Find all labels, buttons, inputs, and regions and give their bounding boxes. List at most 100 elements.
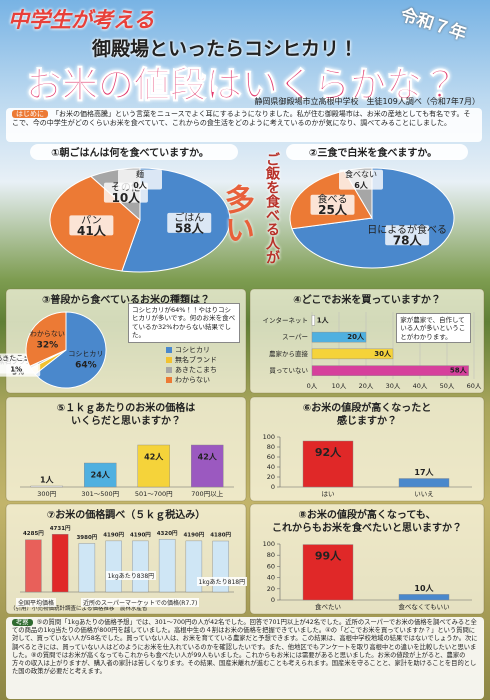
title-small: 中学生が考える xyxy=(8,8,155,32)
slice-label: ごはん xyxy=(174,211,204,224)
x-tick-label: 501～700円 xyxy=(135,490,173,498)
bar xyxy=(302,440,354,488)
y-tick-label: 20 xyxy=(267,473,275,481)
legend-swatch xyxy=(166,377,172,383)
y-tick-label: 80 xyxy=(267,551,275,559)
value-label: 4285円 xyxy=(23,530,44,537)
x-tick-label: 40人 xyxy=(413,382,428,390)
value-label: 4320円 xyxy=(157,530,178,537)
value-label: 20人 xyxy=(347,333,365,341)
slice-label: パン xyxy=(81,214,102,226)
value-label: 42人 xyxy=(198,453,218,462)
legend-swatch xyxy=(166,347,172,353)
chart-title: ④どこでお米を買っていますか？ xyxy=(293,293,441,306)
chart-title: ①朝ごはんは何を食べていますか。 xyxy=(51,146,209,159)
value-label: 1人 xyxy=(317,316,330,324)
bar xyxy=(78,543,96,593)
slice-value: 64% xyxy=(75,360,97,370)
chart-title: ⑥お米の値段が高くなったと xyxy=(303,401,431,414)
intro-text: 「お米の価格高騰」という言葉をニュースでよく耳にするようになりました。私が住む御… xyxy=(12,110,471,128)
value-label: 99人 xyxy=(315,550,342,563)
slice-label: わからない xyxy=(30,330,65,338)
label-bg xyxy=(338,169,383,190)
value-label: 17人 xyxy=(414,468,434,477)
legend-label: コシヒカリ xyxy=(175,346,210,354)
bar xyxy=(311,348,394,360)
x-tick-label: はい xyxy=(322,490,335,498)
y-tick-label: 60 xyxy=(267,453,275,461)
y-tick-label: 100 xyxy=(263,540,275,548)
discussion-label: 考察 xyxy=(12,619,33,626)
bar xyxy=(398,594,450,601)
legend-swatch xyxy=(166,357,172,363)
legend-label: わからない xyxy=(175,376,210,384)
callout-big: 多い xyxy=(219,184,254,244)
value-label: 1人 xyxy=(40,476,55,485)
annotation: 近所のスーパーマーケットでの価格(R7.7) xyxy=(81,598,200,607)
chart-title: これからもお米を食べたいと思いますか？ xyxy=(272,521,462,534)
x-tick-label: 700円以上 xyxy=(191,489,223,498)
y-tick-label: 買っていない xyxy=(269,367,308,375)
value-label: 4190円 xyxy=(130,531,151,538)
intro-label: はじめに xyxy=(12,110,48,118)
y-tick-label: 40 xyxy=(267,463,275,471)
annotation: 1kgあたり818円 xyxy=(196,577,248,586)
discussion-text: ⑤の質問「1kgあたりの価格予想」では、301～700円の人が42名でした。回答… xyxy=(12,619,478,676)
x-tick-label: 0人 xyxy=(307,382,318,390)
bar xyxy=(311,331,367,343)
callout-vertical: ご飯を食べる人が xyxy=(264,152,280,264)
value-label: 4190円 xyxy=(183,531,204,538)
annotation: コシヒカリが64%！！やはりコシヒカリが多いです。何のお米を食べているか32%わ… xyxy=(128,303,240,343)
y-tick-label: 80 xyxy=(267,443,275,451)
slice-value: 0人 xyxy=(133,181,148,190)
value-label: 30人 xyxy=(374,350,392,358)
x-tick-label: 50人 xyxy=(440,382,455,390)
x-tick-label: 10人 xyxy=(332,382,347,390)
label-bg xyxy=(385,225,430,246)
annotation: 家が農家で、自作している人が多いということがわかります。 xyxy=(396,313,471,344)
bar xyxy=(158,539,176,593)
x-tick-label: 60人 xyxy=(467,382,482,390)
slice-label: 食べない xyxy=(345,170,377,179)
bar xyxy=(190,444,224,488)
slice-label: コシヒカリ xyxy=(68,350,103,358)
title-main: お米の値段はいくらかな？ xyxy=(25,65,459,107)
slice-value: 25人 xyxy=(318,203,348,217)
y-tick-label: スーパー xyxy=(282,333,308,341)
discussion-box: 考察 ⑤の質問「1kgあたりの価格予想」では、301～700円の人が42名でした。… xyxy=(6,617,484,699)
annotation: 全国平均価格 xyxy=(16,598,57,607)
chart-title: ⑧お米の値段が高くなっても、 xyxy=(298,508,435,521)
legend-label: 無名ブランド xyxy=(175,355,217,364)
y-tick-label: 100 xyxy=(263,433,275,441)
bar xyxy=(51,534,69,593)
slice-value: 78人 xyxy=(393,234,423,248)
x-tick-label: 食べなくてもいい xyxy=(398,603,449,611)
legend-swatch xyxy=(166,367,172,373)
bar xyxy=(83,462,117,488)
source: （引用）小売物価統計調査による価格推移 農林水産省 xyxy=(10,606,148,612)
label-bg xyxy=(118,169,162,190)
value-label: 4731円 xyxy=(50,525,71,532)
bar xyxy=(398,478,450,488)
bar xyxy=(25,539,42,593)
x-tick-label: 食べたい xyxy=(315,603,341,611)
chart-title: ⑤１ｋｇあたりのお米の価格は xyxy=(57,401,195,415)
slice-value: 10人 xyxy=(112,191,142,205)
panel xyxy=(5,396,247,502)
slice-value: 32% xyxy=(37,340,59,350)
slice-value: 1% xyxy=(10,365,22,373)
credit: 静岡県御殿場市立高根中学校 生徒109人調べ（令和7年7月） xyxy=(254,97,480,106)
slice-label: 麺 xyxy=(136,169,144,179)
slice-label: 食べる xyxy=(318,194,348,206)
title-pill xyxy=(30,144,238,160)
bar xyxy=(311,315,315,326)
y-tick-label: 20 xyxy=(267,585,275,593)
bar xyxy=(105,540,122,593)
chart-title: 感じますか？ xyxy=(337,414,397,427)
x-tick-label: 20人 xyxy=(359,382,374,390)
label-bg xyxy=(310,194,355,215)
value-label: 3980円 xyxy=(76,534,97,541)
value-label: 24人 xyxy=(91,471,111,480)
annotation: 1kgあたり838円 xyxy=(105,571,157,580)
